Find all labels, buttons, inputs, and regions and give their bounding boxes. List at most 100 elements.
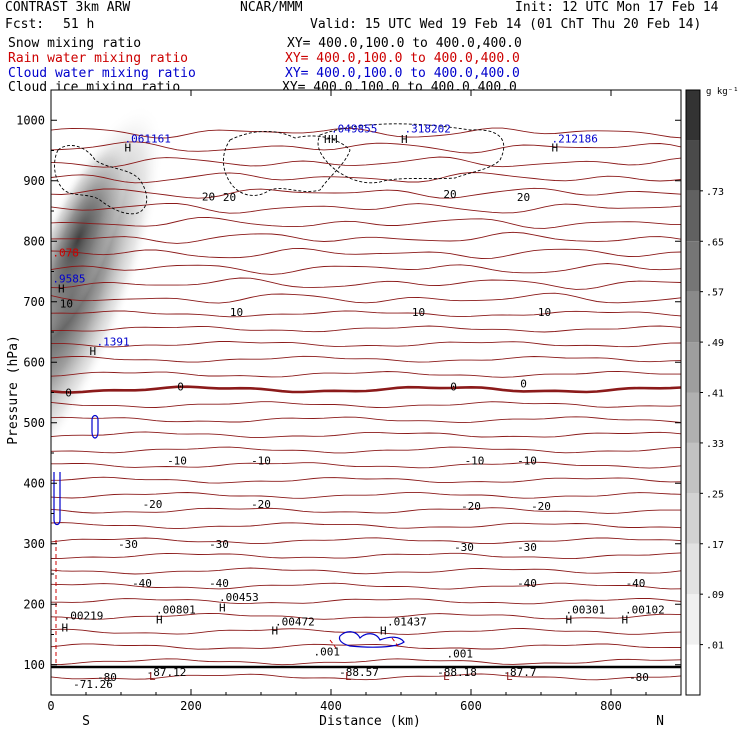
isotherm-line [51, 612, 681, 620]
temperature-label: 0 [520, 377, 527, 390]
extremum-value: .1391 [97, 335, 130, 348]
isotherm-line [51, 141, 681, 154]
x-axis: 0 200 400 600 800 [47, 90, 647, 713]
low-marker: L [345, 670, 352, 683]
colorbar-tick-label: .01 [706, 641, 724, 652]
temperature-label: -30 [454, 541, 474, 554]
extremum-value: .001 [447, 647, 474, 660]
colorbar-tick-label: .49 [706, 338, 724, 349]
isotherm-line [51, 385, 681, 394]
colorbar-swatch [686, 594, 700, 645]
temperature-label: -10 [465, 454, 485, 467]
colorbar-tick-label: .33 [706, 439, 724, 450]
isotherm-line [51, 216, 681, 229]
y-axis-label: Pressure (hPa) [6, 335, 21, 445]
temperature-label: -88.57 [339, 666, 379, 679]
colorbar-tick-label: .17 [706, 540, 724, 551]
extremum-value: .061161 [125, 133, 171, 146]
cloud-ice-contour-left [54, 145, 148, 215]
colorbar-tick-label: .41 [706, 389, 724, 400]
colorbar-tick-label: .73 [706, 187, 724, 198]
temperature-label: -20 [461, 500, 481, 513]
extremum-value: .00472 [275, 615, 315, 628]
colorbar: .01 .09 .17 .25 .33 .41 .49 .57 .65 .73 [685, 89, 724, 696]
y-tick-label: 300 [23, 537, 45, 551]
isotherm-line [51, 187, 681, 199]
y-tick-label: 600 [23, 355, 45, 369]
isotherm-line [51, 446, 681, 454]
extremum-value: .078 [52, 246, 79, 259]
isotherm-line [51, 537, 681, 545]
temperature-label: 10 [230, 306, 243, 319]
extremum-value: .00301 [566, 603, 606, 616]
forecast-label: Fcst: [5, 17, 45, 32]
temperature-label: -30 [118, 538, 138, 551]
temperature-label: -30 [209, 538, 229, 551]
isotherm-line [51, 202, 681, 214]
x-tick-label: 0 [47, 699, 54, 713]
high-marker: H [62, 621, 69, 634]
temperature-label: -87.7 [503, 666, 536, 679]
y-tick-label: 100 [23, 658, 45, 672]
colorbar-swatch [686, 493, 700, 544]
temperature-label: -10 [517, 454, 537, 467]
rain-water-contours [55, 540, 399, 665]
isotherm-line [51, 172, 681, 184]
org-label: NCAR/MMM [240, 0, 303, 15]
temperature-label: 20 [443, 188, 456, 201]
temperature-label: -88.18 [437, 666, 477, 679]
high-marker: H [272, 625, 279, 638]
isotherm-line [51, 416, 681, 424]
temperature-label: 20 [517, 191, 530, 204]
cloud-ice-contour-middle [223, 130, 351, 196]
extremum-value: .9585 [52, 272, 85, 285]
extremum-value: .00801 [156, 603, 196, 616]
low-marker: L [443, 670, 450, 683]
extremum-value: .318202 [405, 122, 451, 135]
valid-time: Valid: 15 UTC Wed 19 Feb 14 (01 ChT Thu … [310, 17, 702, 32]
y-tick-label: 900 [23, 174, 45, 188]
y-tick-label: 400 [23, 476, 45, 490]
colorbar-swatch [686, 90, 700, 141]
isotherm-line [51, 567, 681, 575]
isotherm-line [51, 156, 681, 168]
colorbar-tick-label: .25 [706, 489, 724, 500]
colorbar-swatch [686, 644, 700, 695]
colorbar-swatch [686, 543, 700, 595]
field-xy-rain: XY= 400.0,100.0 to 400.0,400.0 [285, 51, 520, 66]
x-axis-start-label: S [82, 714, 90, 729]
isotherm-line [51, 231, 681, 244]
x-axis-end-label: N [656, 714, 664, 729]
high-marker: H [622, 614, 629, 627]
temperature-label: 10 [538, 306, 551, 319]
y-tick-label: 500 [23, 416, 45, 430]
extremum-value: .00453 [219, 591, 259, 604]
isotherm-line [51, 431, 681, 439]
cloud-water-contours [53, 414, 405, 648]
temperature-label: -10 [251, 454, 271, 467]
field-xy-cloud-water: XY= 400.0,100.0 to 400.0,400.0 [285, 66, 520, 81]
high-marker: H [552, 142, 559, 155]
extremum-value: .00219 [64, 609, 104, 622]
colorbar-tick-label: .57 [706, 288, 724, 299]
high-marker: H [125, 142, 132, 155]
temperature-label: 0 [177, 380, 184, 393]
colorbar-swatch [686, 291, 700, 343]
temperature-label: 0 [450, 380, 457, 393]
extremum-value: .00102 [625, 603, 665, 616]
x-tick-label: 400 [320, 699, 342, 713]
isotherm-line [51, 127, 681, 139]
isotherm-line [51, 277, 681, 290]
isotherm-line [51, 643, 681, 650]
colorbar-tick-label: .09 [706, 590, 724, 601]
isotherm-line [51, 341, 681, 348]
temperature-label: -40 [209, 577, 229, 590]
isotherm-line [51, 582, 681, 590]
high-marker: H [324, 133, 331, 146]
temperature-label: -87.12 [147, 666, 187, 679]
isotherm-line [51, 355, 681, 363]
isotherm-line [51, 628, 681, 635]
isotherm-line [51, 476, 681, 484]
field-label-cloud-water: Cloud water mixing ratio [8, 66, 196, 81]
